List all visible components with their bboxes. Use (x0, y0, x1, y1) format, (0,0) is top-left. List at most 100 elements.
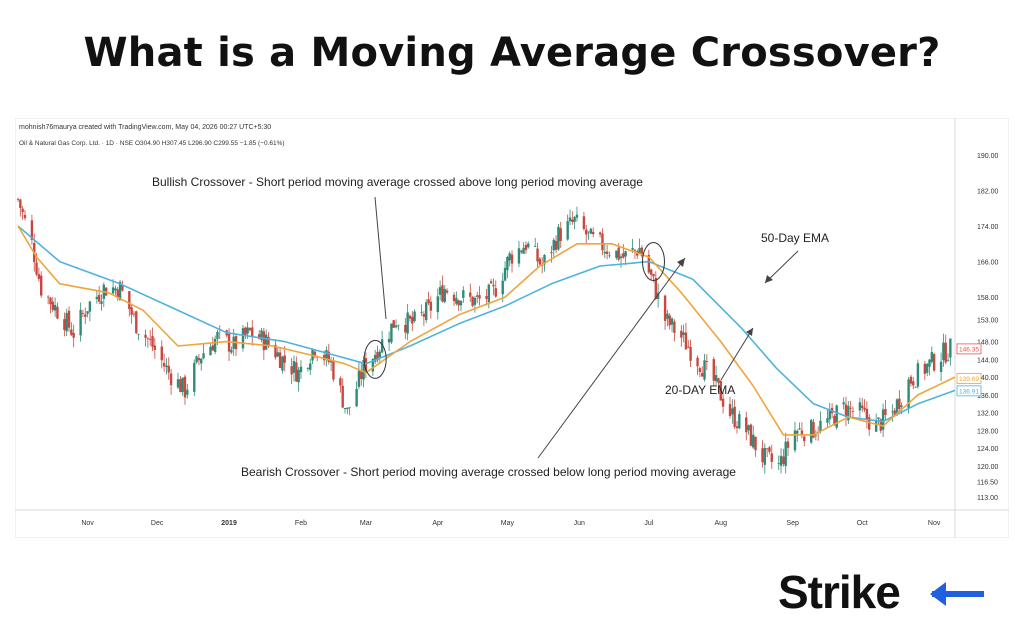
candle-body (114, 288, 117, 291)
candle-body (668, 315, 671, 326)
candle-body (452, 294, 456, 302)
candle-body (16, 198, 20, 200)
candle-body (471, 296, 474, 306)
candle-body (457, 300, 460, 306)
candle-body (264, 334, 268, 350)
y-tick-label: 132.00 (977, 411, 999, 418)
candle-body (698, 368, 702, 373)
candle-body (429, 301, 433, 311)
x-tick-label: Sep (786, 520, 799, 527)
y-tick-label: 128.00 (977, 428, 999, 435)
candle-body (39, 275, 43, 296)
candle-body (814, 434, 818, 436)
x-tick-label: Feb (295, 520, 307, 527)
candle-body (591, 231, 595, 235)
candle-body (260, 330, 263, 340)
candle-body (914, 386, 917, 388)
y-tick-label: 182.00 (977, 188, 999, 195)
candle-body (390, 323, 393, 343)
x-tick-label: Apr (432, 520, 444, 527)
candle-body (779, 455, 783, 466)
x-axis: Nov Dec 2019 Feb Mar Apr May Jun Jul Aug Sep Oct Nov (81, 520, 940, 527)
candle-body (763, 448, 767, 465)
candle-body (582, 216, 586, 229)
y-tick-label: 158.00 (977, 295, 999, 302)
candle-body (30, 220, 34, 240)
ema20-arrowhead (746, 328, 753, 336)
logo-arrow-icon (930, 582, 946, 606)
candle-body (849, 407, 852, 409)
logo-accent-bar (932, 591, 984, 597)
y-tick-label: 190.00 (977, 153, 999, 160)
candle-body (851, 411, 855, 412)
candle-body (786, 441, 790, 448)
candle-body (132, 313, 136, 315)
candle-body (84, 314, 87, 317)
crossover-markers (363, 242, 665, 379)
candle-body (522, 247, 525, 254)
candle-body (749, 424, 753, 446)
price-tag-label: 139.69 (959, 376, 979, 383)
candle-body (503, 267, 507, 281)
candle-body (944, 342, 947, 363)
candle-body (485, 296, 488, 299)
candle-body (406, 312, 409, 334)
candle-body (160, 346, 163, 361)
candle-body (898, 398, 901, 409)
candle-body (893, 410, 896, 416)
candle-body (638, 247, 641, 253)
candle-body (21, 208, 24, 213)
candle-body (566, 221, 569, 240)
y-tick-label: 124.00 (977, 446, 999, 453)
candle-body (696, 357, 699, 367)
x-tick-label: May (501, 520, 515, 527)
candle-body (276, 352, 279, 357)
candle-body (397, 325, 400, 327)
candle-body (605, 251, 609, 254)
bullish-pointer (374, 196, 387, 320)
candle-body (227, 333, 231, 352)
page-title: What is a Moving Average Crossover? (83, 30, 941, 76)
candle-body (603, 251, 606, 254)
candle-body (877, 417, 880, 419)
candle-body (121, 284, 124, 291)
candle-body (179, 379, 182, 393)
candle-body (536, 248, 539, 262)
candle-body (144, 334, 147, 338)
candle-body (881, 409, 885, 430)
candle-body (343, 407, 347, 409)
candle-body (329, 361, 333, 363)
candle-body (394, 325, 398, 328)
candle-body (703, 360, 706, 380)
bearish-annotation: Bearish Crossover - Short period moving … (241, 465, 736, 479)
candle-body (427, 299, 430, 304)
candle-body (149, 339, 152, 340)
y-tick-label: 116.50 (977, 480, 998, 487)
candle-body (408, 315, 412, 319)
candle-body (325, 350, 328, 360)
candle-body (420, 312, 423, 314)
candle-body (554, 240, 558, 250)
y-tick-label: 148.00 (977, 340, 999, 347)
candle-body (819, 420, 822, 432)
y-tick-label: 120.00 (977, 464, 999, 471)
candle-body (162, 363, 166, 367)
20-day-ema-line (17, 225, 956, 436)
x-tick-label: Jul (644, 520, 653, 527)
candle-body (283, 355, 286, 363)
candle-body (341, 385, 344, 408)
candle-body (728, 404, 732, 416)
logo-graphic: Strike (778, 566, 984, 618)
candle-body (86, 311, 89, 314)
candle-body (907, 379, 910, 408)
candle-body (687, 346, 690, 348)
candle-body (670, 318, 674, 325)
candle-body (601, 233, 604, 251)
candle-body (520, 250, 523, 253)
candle-body (332, 361, 335, 380)
candle-body (932, 354, 936, 371)
candle-body (874, 420, 878, 432)
candle-body (165, 365, 168, 368)
candle-body (891, 411, 894, 413)
candle-body (169, 373, 173, 386)
